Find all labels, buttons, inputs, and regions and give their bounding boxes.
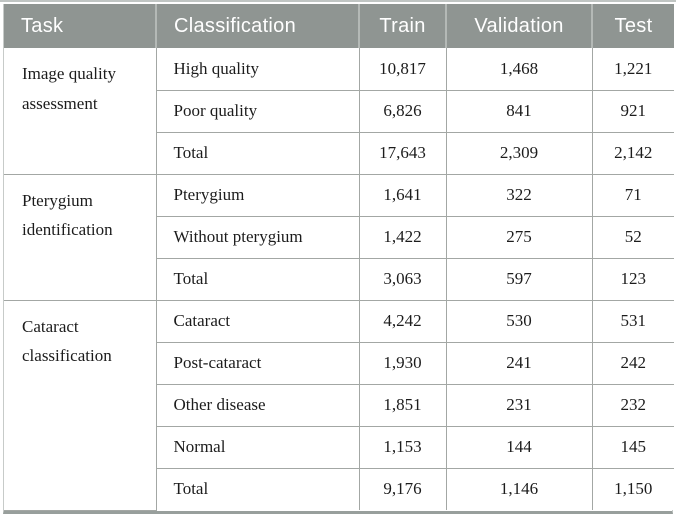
test-cell: 71: [591, 173, 674, 217]
test-cell: 242: [591, 341, 674, 385]
classification-cell: Total: [155, 467, 360, 510]
col-header-train: Train: [358, 4, 446, 48]
test-cell: 921: [591, 89, 674, 133]
col-header-validation: Validation: [445, 4, 592, 48]
validation-cell: 322: [445, 173, 593, 217]
train-cell: 4,242: [358, 299, 447, 343]
test-cell: 52: [591, 215, 674, 259]
classification-cell: Normal: [155, 425, 360, 469]
col-header-task: Task: [4, 4, 156, 48]
classification-cell: High quality: [155, 48, 360, 91]
validation-cell: 275: [445, 215, 593, 259]
validation-cell: 597: [445, 257, 593, 301]
validation-cell: 530: [445, 299, 593, 343]
classification-cell: Without pterygium: [155, 215, 360, 259]
train-cell: 1,422: [358, 215, 447, 259]
task-cell: Pterygium identification: [4, 173, 157, 301]
test-cell: 531: [591, 299, 674, 343]
test-cell: 232: [591, 383, 674, 427]
train-cell: 10,817: [358, 48, 447, 91]
train-cell: 3,063: [358, 257, 447, 301]
task-cell: Image quality assessment: [4, 48, 157, 175]
classification-cell: Other disease: [155, 383, 360, 427]
table-row: Normal 1,153 144 145: [4, 425, 674, 469]
test-cell: 145: [591, 425, 674, 469]
validation-cell: 144: [445, 425, 593, 469]
table-body: Image quality assessment High quality 10…: [4, 48, 674, 511]
table-row: Poor quality 6,826 841 921: [4, 89, 674, 133]
validation-cell: 2,309: [445, 131, 593, 175]
validation-cell: 241: [445, 341, 593, 385]
table-row: Pterygium identification Pterygium 1,641…: [4, 173, 674, 301]
validation-cell: 841: [445, 89, 593, 133]
train-cell: 1,153: [358, 425, 447, 469]
col-header-test: Test: [591, 4, 674, 48]
test-cell: 1,221: [591, 48, 674, 91]
train-cell: 6,826: [358, 89, 447, 133]
validation-cell: 231: [445, 383, 593, 427]
test-cell: 2,142: [591, 131, 674, 175]
table-row: Total 17,643 2,309 2,142: [4, 131, 674, 175]
train-cell: 1,641: [358, 173, 447, 217]
table-row: Image quality assessment High quality 10…: [4, 48, 674, 175]
table-row: Total 9,176 1,146 1,150: [4, 467, 674, 510]
table-frame: Task Classification Train Validation Tes…: [3, 4, 674, 514]
train-cell: 17,643: [358, 131, 447, 175]
table-row: Post-cataract 1,930 241 242: [4, 341, 674, 385]
table-header: Task Classification Train Validation Tes…: [4, 4, 674, 48]
validation-cell: 1,146: [445, 467, 593, 510]
task-cell: Cataract classification: [4, 299, 157, 511]
test-cell: 1,150: [591, 467, 674, 510]
table-row: Cataract classification Cataract 4,242 5…: [4, 299, 674, 511]
table-row: Other disease 1,851 231 232: [4, 383, 674, 427]
test-cell: 123: [591, 257, 674, 301]
table-row: Total 3,063 597 123: [4, 257, 674, 301]
train-cell: 1,930: [358, 341, 447, 385]
header-row: Task Classification Train Validation Tes…: [4, 4, 674, 48]
classification-cell: Cataract: [155, 299, 360, 343]
classification-cell: Pterygium: [155, 173, 360, 217]
classification-cell: Total: [155, 131, 360, 175]
train-cell: 9,176: [358, 467, 447, 510]
train-cell: 1,851: [358, 383, 447, 427]
validation-cell: 1,468: [445, 48, 593, 91]
classification-cell: Post-cataract: [155, 341, 360, 385]
col-header-classification: Classification: [155, 4, 359, 48]
table-top-rule: [0, 0, 676, 2]
classification-cell: Total: [155, 257, 360, 301]
table-row: Without pterygium 1,422 275 52: [4, 215, 674, 259]
classification-cell: Poor quality: [155, 89, 360, 133]
dataset-split-table: Task Classification Train Validation Tes…: [4, 4, 674, 511]
